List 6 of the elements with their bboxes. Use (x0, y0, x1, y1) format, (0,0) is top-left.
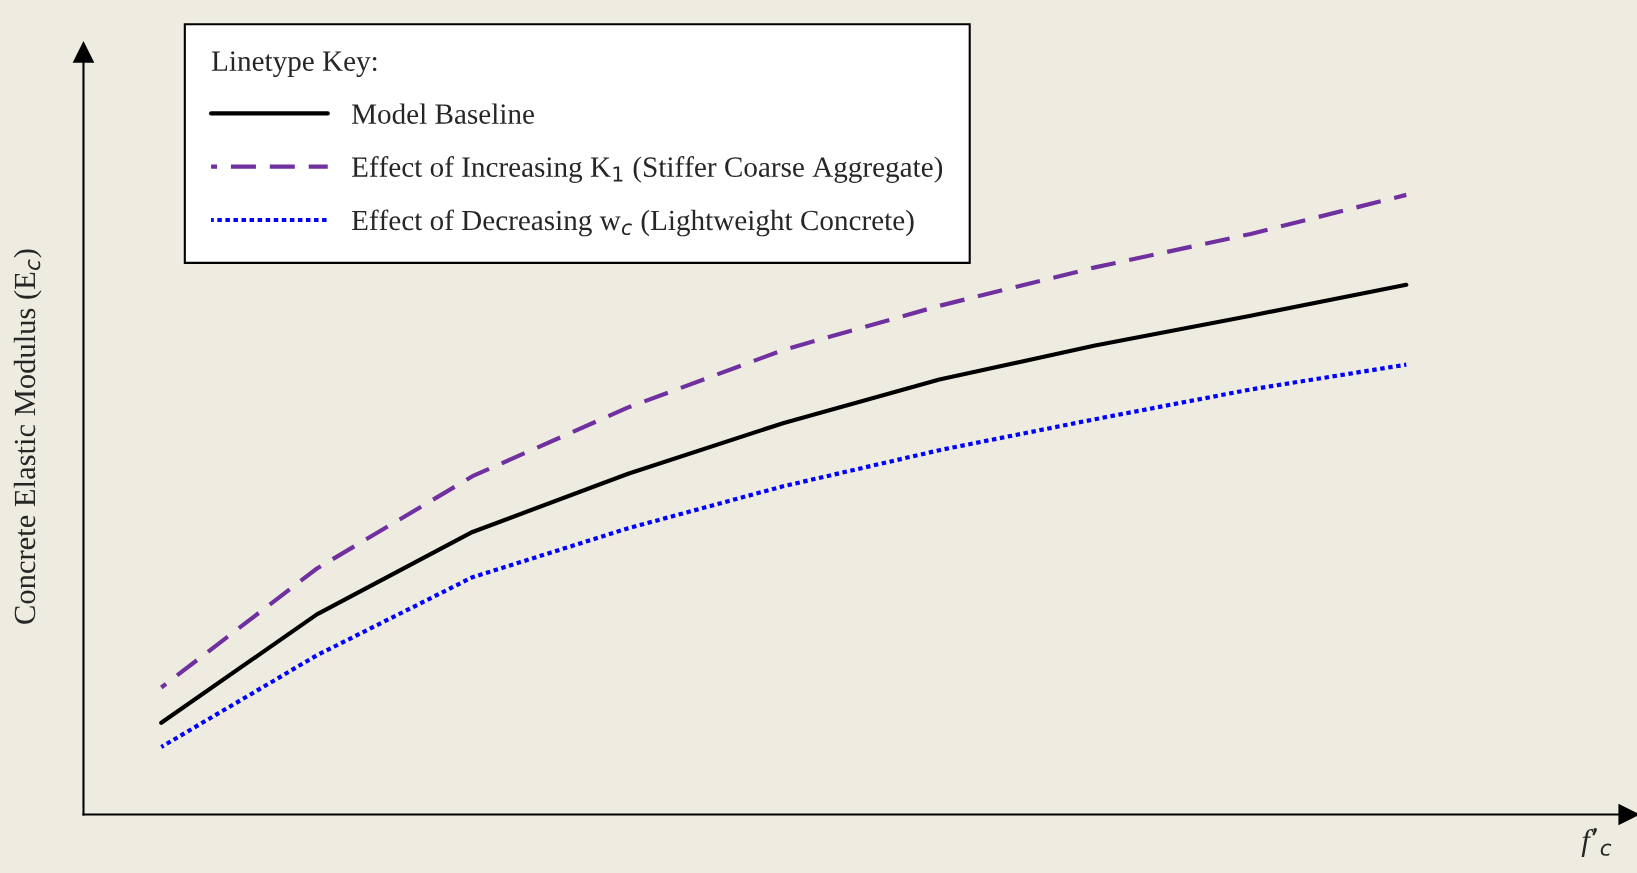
legend-label: Effect of Increasing K$_{1}$ (Stiffer Coarse Aggregate) (351, 156, 943, 183)
x-axis-title: f’$_{c}$ (1581, 828, 1612, 858)
y-axis-title: Concrete Elastic Modulus (E$_{c}$) (13, 249, 42, 624)
legend-label: Model Baseline (351, 103, 534, 124)
legend-label: Effect of Decreasing w$_{c}$ (Lightweight Concrete) (351, 209, 914, 237)
legend-title: Linetype Key: (211, 51, 377, 77)
